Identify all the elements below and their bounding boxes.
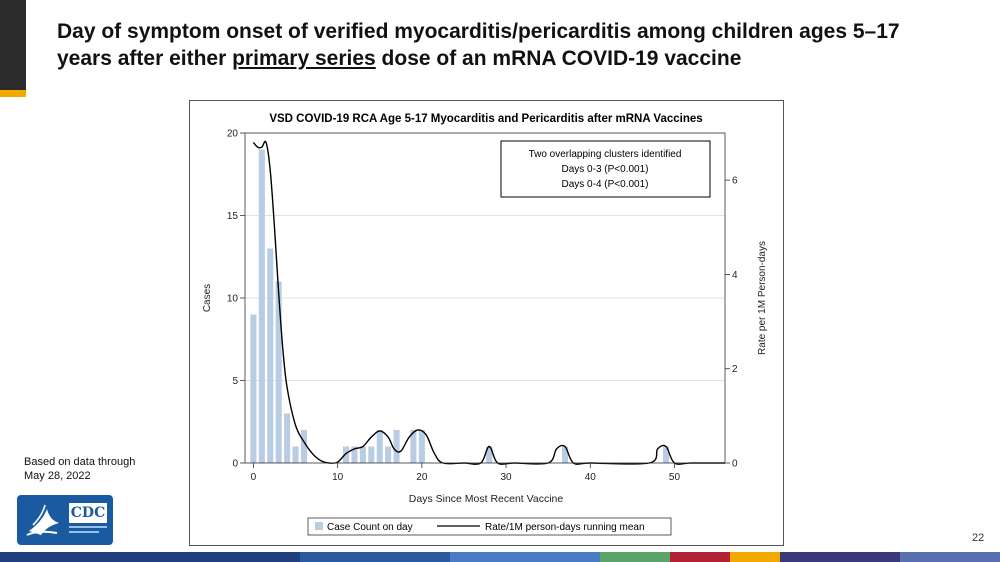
footnote-line-1: Based on data through bbox=[24, 456, 136, 468]
bar bbox=[376, 430, 383, 463]
chart-title: VSD COVID-19 RCA Age 5-17 Myocarditis an… bbox=[269, 113, 702, 125]
y-axis-label: Cases bbox=[202, 284, 213, 312]
bar bbox=[275, 281, 282, 463]
slide-title-underlined-phrase: primary series bbox=[232, 47, 376, 70]
bar bbox=[418, 430, 425, 463]
y-tick-label: 20 bbox=[227, 129, 239, 140]
cdc-logo-subline bbox=[69, 526, 107, 528]
legend-border bbox=[307, 517, 672, 536]
bar bbox=[250, 314, 257, 463]
cdc-logo-subline-2 bbox=[69, 531, 99, 533]
bar bbox=[663, 446, 670, 463]
slide-title-line-2-start: years after either bbox=[57, 47, 233, 70]
bar bbox=[561, 446, 569, 463]
footnote-line-2: May 28, 2022 bbox=[24, 470, 91, 482]
stripe-segment bbox=[450, 552, 600, 562]
annotation-border bbox=[500, 140, 711, 198]
y2-tick-label: 4 bbox=[732, 270, 738, 281]
chart-svg: VSD COVID-19 RCA Age 5-17 Myocarditis an… bbox=[202, 113, 768, 536]
stripe-segment bbox=[900, 552, 1000, 562]
cluster-annotation-box: Two overlapping clusters identified Days… bbox=[500, 140, 711, 198]
bar bbox=[292, 446, 299, 463]
corner-dark-bar bbox=[0, 0, 26, 90]
y-tick-label: 10 bbox=[227, 294, 239, 305]
x-tick-label: 10 bbox=[332, 472, 344, 483]
bar bbox=[385, 446, 392, 463]
x-tick-label: 30 bbox=[500, 472, 512, 483]
slide-title-line-1: Day of symptom onset of verified myocard… bbox=[57, 20, 900, 43]
chart-axes: 0 5 10 15 20 0 2 4 6 0 10 20 30 40 50 bbox=[227, 129, 738, 484]
page-number: 22 bbox=[972, 532, 985, 544]
chart-legend: Case Count on day Rate/1M person-days ru… bbox=[307, 517, 672, 536]
y2-tick-label: 2 bbox=[732, 364, 738, 375]
chart-bars bbox=[250, 149, 670, 463]
bar bbox=[267, 248, 274, 463]
rate-running-mean-line bbox=[252, 140, 725, 465]
cdc-logo: CDC bbox=[17, 495, 113, 545]
annotation-line-3: Days 0-4 (P<0.001) bbox=[562, 179, 649, 190]
x-axis-label: Days Since Most Recent Vaccine bbox=[409, 493, 564, 505]
bar bbox=[284, 413, 291, 463]
stripe-segment bbox=[670, 552, 730, 562]
chart-figure: VSD COVID-19 RCA Age 5-17 Myocarditis an… bbox=[189, 100, 784, 546]
annotation-line-2: Days 0-3 (P<0.001) bbox=[562, 164, 649, 175]
bar bbox=[410, 430, 417, 463]
data-date-footnote: Based on data through May 28, 2022 bbox=[24, 455, 135, 483]
slide-title-line-2-end: dose of an mRNA COVID-19 vaccine bbox=[375, 47, 742, 70]
legend-bar-label: Case Count on day bbox=[327, 522, 413, 533]
y2-axis-label: Rate per 1M Person-days bbox=[757, 241, 768, 355]
bottom-color-stripe bbox=[0, 552, 1000, 562]
bar bbox=[300, 430, 307, 463]
annotation-line-1: Two overlapping clusters identified bbox=[529, 149, 682, 160]
x-tick-label: 40 bbox=[585, 472, 597, 483]
y2-tick-label: 0 bbox=[732, 459, 738, 470]
bar bbox=[393, 430, 400, 463]
bar bbox=[351, 446, 358, 463]
stripe-segment bbox=[300, 552, 450, 562]
stripe-segment bbox=[0, 552, 300, 562]
x-tick-label: 50 bbox=[669, 472, 681, 483]
y-tick-label: 15 bbox=[227, 211, 239, 222]
slide-title-line-2: years after either primary series dose o… bbox=[57, 45, 977, 72]
bar bbox=[343, 446, 350, 463]
bar bbox=[486, 446, 493, 463]
stripe-segment bbox=[730, 552, 780, 562]
x-tick-label: 20 bbox=[416, 472, 428, 483]
corner-accent-bar bbox=[0, 90, 26, 97]
x-tick-label: 0 bbox=[251, 472, 257, 483]
y-tick-label: 0 bbox=[232, 459, 238, 470]
stripe-segment bbox=[600, 552, 670, 562]
stripe-segment bbox=[780, 552, 900, 562]
legend-line-label: Rate/1M person-days running mean bbox=[485, 522, 645, 533]
y2-tick-label: 6 bbox=[732, 176, 738, 187]
hhs-eagle-icon bbox=[26, 504, 59, 536]
cdc-logo-text: CDC bbox=[69, 503, 107, 523]
y-tick-label: 5 bbox=[232, 376, 238, 387]
slide-title: Day of symptom onset of verified myocard… bbox=[57, 18, 977, 72]
bar bbox=[258, 149, 265, 463]
legend-bar-swatch bbox=[315, 522, 323, 530]
bar bbox=[359, 446, 366, 463]
bar bbox=[368, 446, 375, 463]
